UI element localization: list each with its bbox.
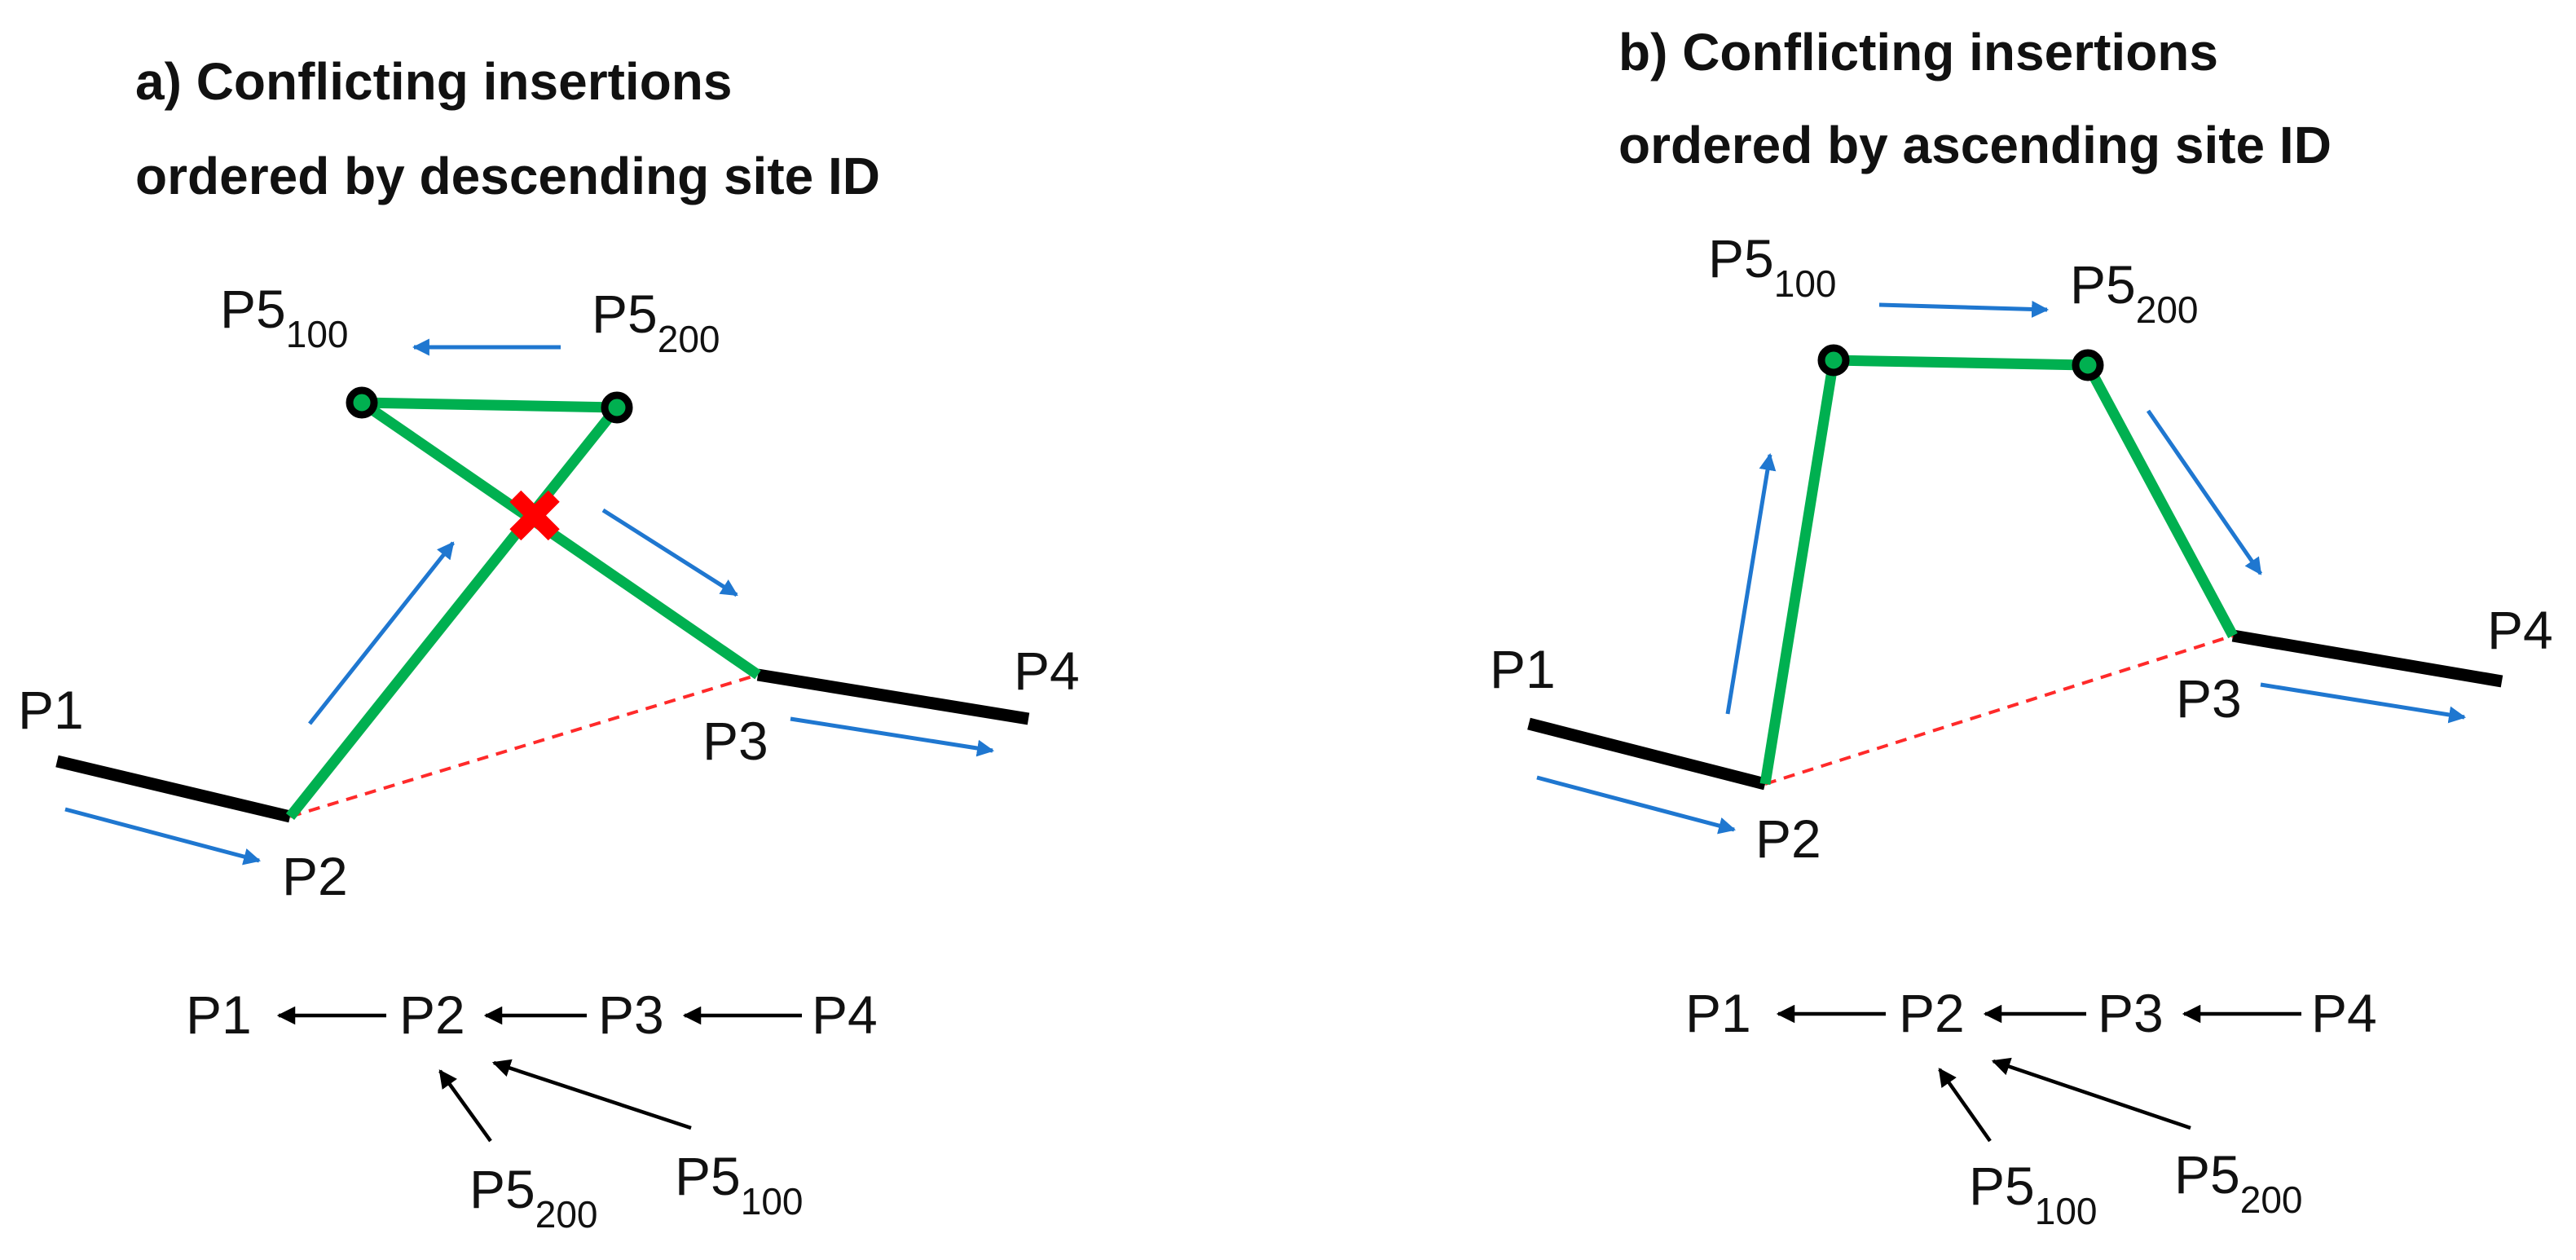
direction-arrow-to-p3 bbox=[601, 508, 738, 597]
gap-line-p2-p3 bbox=[289, 673, 759, 818]
direction-arrow-p3-p4 bbox=[790, 716, 995, 757]
label-p1: P1 bbox=[18, 680, 84, 740]
tree-child-far: P5100 bbox=[675, 1146, 803, 1223]
insertion-path-crossing bbox=[285, 397, 761, 821]
direction-arrow-to-p3 bbox=[2146, 409, 2263, 575]
p5-100-node bbox=[1817, 344, 1850, 377]
label-p1: P1 bbox=[1490, 639, 1556, 699]
tree-p2: P2 bbox=[399, 985, 465, 1045]
segment-p3-p4 bbox=[2231, 629, 2503, 688]
label-p5-100: P5100 bbox=[220, 279, 348, 355]
conflict-x-icon: ✖ bbox=[503, 474, 566, 561]
tree-arrow-child-near bbox=[438, 1069, 492, 1143]
segment-p1-p2 bbox=[55, 755, 292, 823]
label-p3: P3 bbox=[2176, 668, 2242, 729]
panel-a-link-tree: P1 P2 P3 P4 P5200 P5100 bbox=[186, 985, 878, 1236]
panel-b: b) Conflicting insertions ordered by asc… bbox=[1490, 23, 2553, 1232]
tree-arrow-child-near bbox=[1938, 1068, 1992, 1143]
insertion-path-ordered bbox=[1759, 355, 2238, 786]
tree-p4: P4 bbox=[812, 985, 878, 1045]
label-p2: P2 bbox=[282, 846, 348, 906]
label-p4: P4 bbox=[2487, 600, 2553, 660]
tree-p2: P2 bbox=[1899, 983, 1965, 1043]
label-p5-200: P5200 bbox=[592, 284, 720, 360]
label-p5-100: P5100 bbox=[1708, 228, 1836, 305]
label-p3: P3 bbox=[702, 711, 768, 771]
label-p2: P2 bbox=[1755, 808, 1821, 869]
label-p4: P4 bbox=[1014, 641, 1080, 701]
tree-p3: P3 bbox=[2098, 983, 2164, 1043]
tree-p1: P1 bbox=[1685, 983, 1751, 1043]
direction-arrow-p3-p4 bbox=[2260, 682, 2467, 724]
segment-p1-p2 bbox=[1527, 717, 1767, 791]
tree-arrow-child-far bbox=[491, 1059, 692, 1130]
tree-p4: P4 bbox=[2311, 983, 2377, 1043]
panel-b-title-line1: b) Conflicting insertions bbox=[1618, 23, 2218, 82]
tree-p3: P3 bbox=[598, 985, 664, 1045]
direction-arrow-p1-p2 bbox=[64, 807, 262, 866]
tree-p1: P1 bbox=[186, 985, 252, 1045]
tree-child-near: P5200 bbox=[469, 1159, 597, 1236]
p5-100-node bbox=[346, 386, 378, 419]
p5-200-node bbox=[601, 391, 633, 424]
p5-200-node bbox=[2072, 349, 2104, 381]
panel-a: a) Conflicting insertions ordered by des… bbox=[18, 52, 1080, 1236]
direction-arrow-p1-p2 bbox=[1536, 775, 1737, 835]
tree-child-far: P5200 bbox=[2174, 1144, 2302, 1221]
direction-arrow-p2-up bbox=[308, 541, 455, 725]
panel-a-title-line1: a) Conflicting insertions bbox=[135, 52, 732, 111]
tree-child-near: P5100 bbox=[1969, 1156, 2097, 1232]
direction-arrow-p2-up bbox=[1725, 452, 1777, 715]
panel-a-title-line2: ordered by descending site ID bbox=[135, 147, 880, 205]
tree-arrow-child-far bbox=[1991, 1057, 2191, 1130]
panel-b-link-tree: P1 P2 P3 P4 P5100 P5200 bbox=[1685, 983, 2377, 1232]
gap-line-p2-p3 bbox=[1764, 634, 2234, 786]
direction-arrow-p5-right bbox=[1878, 300, 2050, 318]
panel-b-title-line2: ordered by ascending site ID bbox=[1618, 116, 2332, 174]
label-p5-200: P5200 bbox=[2070, 254, 2198, 331]
segment-p3-p4 bbox=[756, 668, 1030, 725]
